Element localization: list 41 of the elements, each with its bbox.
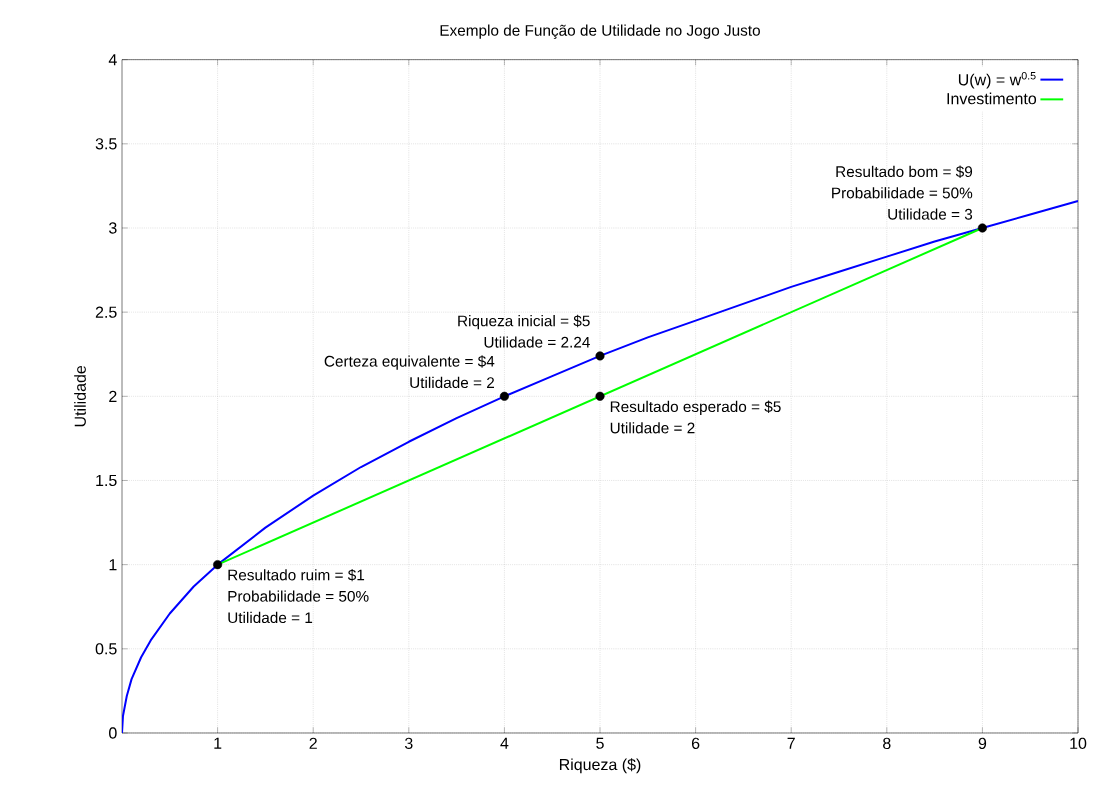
y-tick-label: 2: [109, 390, 117, 402]
y-tick-label: 1.5: [96, 474, 117, 487]
annotation: Utilidade = 2: [410, 376, 495, 389]
y-tick-label: 3.5: [95, 138, 117, 150]
y-tick-label: 1: [109, 559, 117, 571]
x-axis-title: Riqueza ($): [559, 758, 641, 774]
annotation: Resultado bom = $9: [836, 165, 973, 178]
annotation: Riqueza inicial = $5: [458, 314, 590, 330]
y-tick-label: 0: [109, 727, 117, 739]
y-axis-title: Utilidade: [74, 365, 86, 427]
x-tick-label: 7: [787, 737, 795, 749]
x-tick-label: 8: [883, 737, 891, 750]
x-tick-label: 10: [1070, 737, 1087, 750]
x-tick-label: 3: [404, 737, 413, 750]
y-tick-label: 2.5: [95, 306, 117, 318]
x-tick-label: 4: [500, 737, 509, 749]
x-tick-label: 6: [691, 737, 700, 750]
annotation: Utilidade = 3: [888, 208, 973, 220]
y-tick-label: 3: [109, 222, 117, 234]
y-tick-label: 0.5: [95, 643, 117, 655]
annotation: Utilidade = 1: [228, 611, 313, 624]
x-tick-label: 1: [214, 737, 222, 749]
chart-title: Exemplo de Função de Utilidade no Jogo Justo: [440, 24, 760, 39]
legend-label: Investimento: [947, 92, 1037, 105]
annotation: Utilidade = 2: [610, 422, 695, 434]
point: [977, 223, 987, 233]
point: [213, 560, 223, 570]
y-tick-label: 4: [108, 54, 117, 66]
annotation: Resultado ruim = $1: [228, 568, 365, 582]
x-tick-label: 5: [596, 737, 604, 749]
x-tick-label: 2: [309, 737, 317, 749]
x-tick-label: 9: [978, 737, 987, 750]
point: [595, 391, 605, 401]
annotation: Probabilidade = 50%: [832, 187, 973, 199]
annotation: Certeza equivalente = $4: [324, 355, 495, 370]
annotation: Resultado esperado = $5: [610, 400, 781, 416]
legend-label: U(w) = w$^{0.5}$: [958, 71, 1036, 89]
point: [499, 391, 509, 401]
annotation: Utilidade = 2.24: [484, 336, 590, 348]
point: [595, 351, 605, 361]
annotation: Probabilidade = 50%: [228, 590, 369, 602]
